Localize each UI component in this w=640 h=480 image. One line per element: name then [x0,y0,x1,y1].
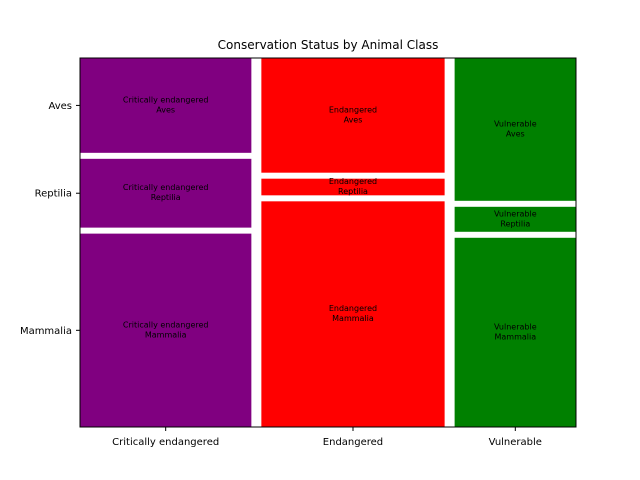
cell-label: Critically endangered Reptilia [123,183,209,202]
y-tick-label: Mammalia [20,326,72,337]
mosaic-cells: Critically endangered Mammalia Critically … [80,58,576,427]
mosaic-cell-critically-endangered-mammalia [80,233,252,427]
mosaic-cell-endangered-aves [261,58,445,173]
mosaic-cell-vulnerable-reptilia [454,206,576,232]
y-tick-label: Reptilia [35,189,72,200]
cell-label: Critically endangered Aves [123,95,209,114]
cell-label: Endangered Mammalia [329,304,377,323]
mosaic-cell-endangered-mammalia [261,201,445,427]
cell-label: Endangered Aves [329,105,377,124]
cell-label: Vulnerable Reptilia [494,209,537,228]
axis-ticks: Critically endangered Endangered Vulnerabl… [20,101,542,448]
mosaic-cell-vulnerable-mammalia [454,237,576,427]
mosaic-cell-critically-endangered-reptilia [80,158,252,228]
x-tick-label: Critically endangered [112,437,219,448]
cell-label: Critically endangered Mammalia [123,320,209,339]
mosaic-cell-vulnerable-aves [454,58,576,201]
cell-label: Vulnerable Aves [494,119,537,138]
axes-frame [79,57,577,428]
cell-label: Vulnerable Mammalia [494,322,537,341]
x-tick-label: Endangered [323,437,383,448]
mosaic-cell-critically-endangered-aves [80,58,252,153]
chart-title: Conservation Status by Animal Class [218,38,439,52]
mosaic-cell-endangered-reptilia [261,178,445,196]
x-tick-label: Vulnerable [489,437,542,448]
y-tick-label: Aves [48,101,72,112]
cell-label: Endangered Reptilia [329,177,377,196]
